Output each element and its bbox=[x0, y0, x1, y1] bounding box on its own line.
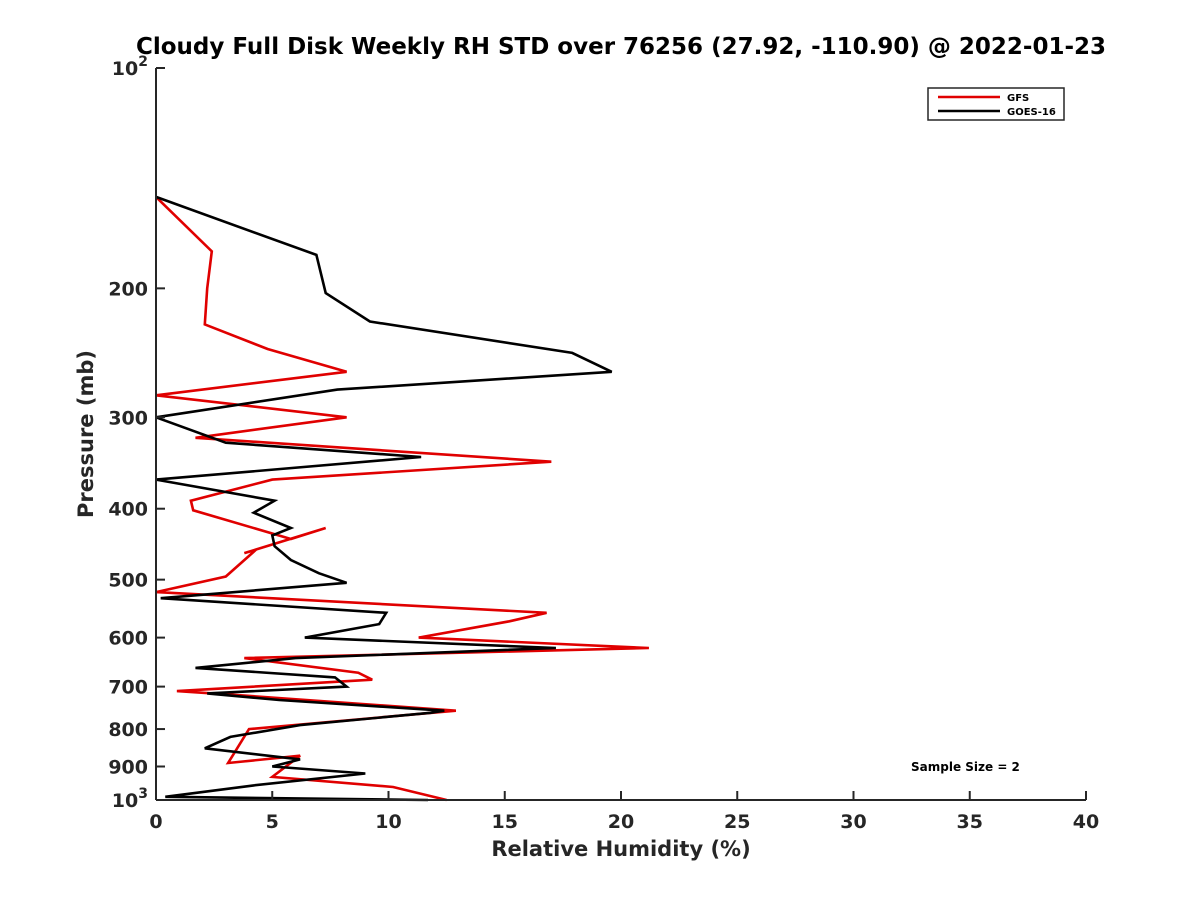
x-tick-label: 25 bbox=[724, 811, 750, 833]
y-tick-label-exponent: 3 bbox=[138, 786, 148, 802]
y-tick-label: 900 bbox=[108, 757, 148, 779]
y-tick-label-base: 10 bbox=[112, 790, 138, 812]
x-tick-label: 5 bbox=[266, 811, 279, 833]
x-tick-label: 35 bbox=[957, 811, 983, 833]
legend-label-goes16: GOES-16 bbox=[1007, 107, 1056, 118]
x-tick-label: 20 bbox=[608, 811, 634, 833]
sample-size-annotation: Sample Size = 2 bbox=[911, 760, 1020, 774]
y-tick-label: 102 bbox=[112, 54, 148, 80]
series-line-goes16 bbox=[155, 195, 613, 802]
y-tick-label-exponent: 2 bbox=[138, 54, 148, 70]
x-tick-label: 15 bbox=[492, 811, 518, 833]
legend-label-gfs: GFS bbox=[1007, 93, 1029, 104]
x-axis-label: Relative Humidity (%) bbox=[491, 837, 750, 861]
y-tick-label: 700 bbox=[108, 677, 148, 699]
legend-box bbox=[927, 87, 1065, 121]
x-ticks: 0 5 10 15 20 25 30 35 40 bbox=[149, 791, 1099, 833]
y-axis-label: Pressure (mb) bbox=[74, 350, 98, 518]
chart-title: Cloudy Full Disk Weekly RH STD over 7625… bbox=[136, 34, 1106, 60]
y-tick-label: 400 bbox=[108, 499, 148, 521]
x-tick-label: 40 bbox=[1073, 811, 1099, 833]
x-tick-label: 0 bbox=[149, 811, 162, 833]
legend: GFS GOES-16 bbox=[927, 87, 1065, 121]
y-tick-label: 800 bbox=[108, 719, 148, 741]
series-layer bbox=[155, 195, 649, 802]
y-tick-label: 103 bbox=[112, 786, 148, 812]
x-tick-label: 10 bbox=[375, 811, 401, 833]
y-tick-label: 200 bbox=[108, 278, 148, 300]
x-tick-label: 30 bbox=[840, 811, 866, 833]
y-tick-label: 300 bbox=[108, 407, 148, 429]
y-tick-label-base: 10 bbox=[112, 58, 138, 80]
y-tick-label: 500 bbox=[108, 570, 148, 592]
y-tick-label: 600 bbox=[108, 628, 148, 650]
